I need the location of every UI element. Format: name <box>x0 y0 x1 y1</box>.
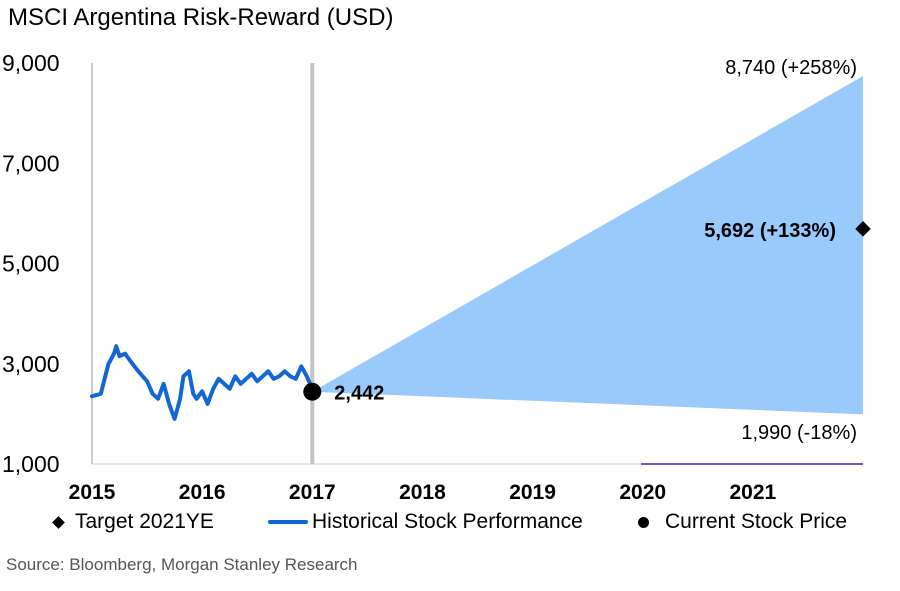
bear-case-label: 1,990 (-18%) <box>741 422 857 444</box>
bull-case-label: 8,740 (+258%) <box>725 57 857 79</box>
dot-icon <box>638 516 649 528</box>
chart-legend: Target 2021YE Historical Stock Performan… <box>52 510 884 538</box>
line-swatch-icon <box>268 520 308 524</box>
source-note: Source: Bloomberg, Morgan Stanley Resear… <box>6 555 358 574</box>
current-price-label: 2,442 <box>334 383 384 405</box>
risk-reward-band <box>312 76 863 415</box>
y-tick-label: 1,000 <box>2 451 60 477</box>
current-price-dot <box>303 382 322 401</box>
y-tick-label: 5,000 <box>2 251 60 277</box>
x-tick-label: 2018 <box>399 481 446 504</box>
legend-label-current: Current Stock Price <box>665 510 848 533</box>
x-tick-label: 2015 <box>69 481 116 504</box>
x-tick-label: 2020 <box>619 481 666 504</box>
legend-label-historical: Historical Stock Performance <box>312 510 583 533</box>
diamond-icon <box>52 515 65 529</box>
y-tick-label: 9,000 <box>2 50 60 76</box>
historical-series-line <box>90 344 313 421</box>
legend-item-target: Target 2021YE <box>52 510 214 534</box>
y-tick-label: 3,000 <box>2 351 60 377</box>
legend-item-historical: Historical Stock Performance <box>268 510 583 534</box>
x-tick-label: 2021 <box>729 481 776 504</box>
x-tick-label: 2019 <box>509 481 556 504</box>
x-tick-label: 2017 <box>289 481 336 504</box>
legend-item-current: Current Stock Price <box>638 510 847 534</box>
legend-label-target: Target 2021YE <box>75 510 214 533</box>
y-tick-label: 7,000 <box>2 150 60 176</box>
target-diamond <box>855 221 871 237</box>
chart-title: MSCI Argentina Risk-Reward (USD) <box>8 4 394 31</box>
x-tick-label: 2016 <box>179 481 226 504</box>
target-label: 5,692 (+133%) <box>704 220 836 242</box>
